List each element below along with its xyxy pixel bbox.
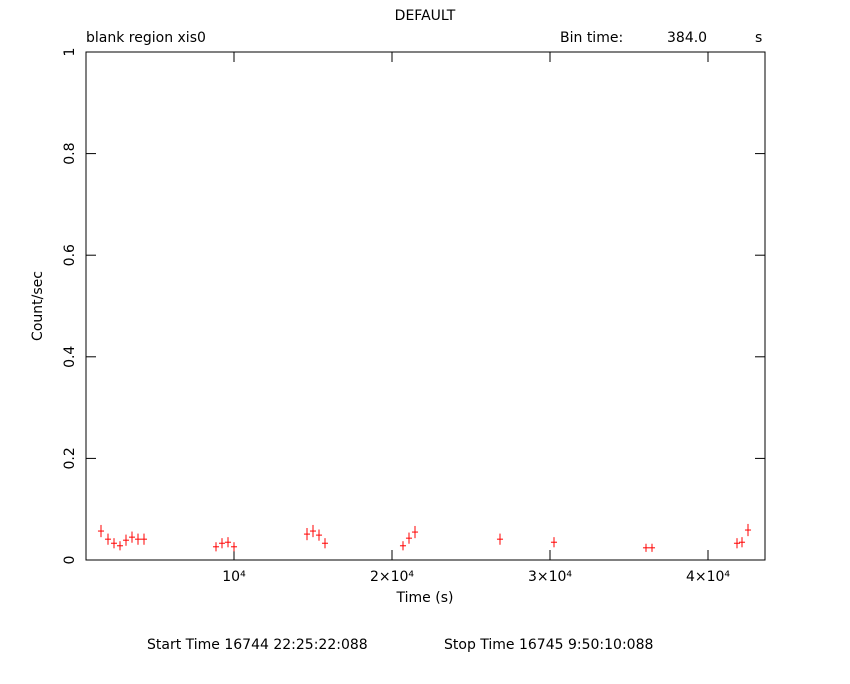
bin-time-unit: s bbox=[755, 30, 762, 46]
stop-time: Stop Time 16745 9:50:10:088 bbox=[444, 637, 653, 653]
y-tick-label: 0.6 bbox=[62, 244, 78, 266]
x-tick-label: 4×10⁴ bbox=[686, 569, 730, 585]
x-tick-label: 10⁴ bbox=[222, 569, 246, 585]
x-axis-label: Time (s) bbox=[396, 590, 454, 606]
start-time: Start Time 16744 22:25:22:088 bbox=[147, 637, 368, 653]
chart-title: DEFAULT bbox=[395, 8, 456, 24]
y-tick-label: 0.4 bbox=[62, 346, 78, 368]
y-tick-label: 0.8 bbox=[62, 142, 78, 164]
y-tick-label: 1 bbox=[62, 48, 78, 57]
subtitle: blank region xis0 bbox=[86, 30, 206, 46]
bin-time: 384.0 bbox=[667, 30, 707, 46]
x-tick-label: 2×10⁴ bbox=[370, 569, 414, 585]
plot-frame bbox=[85, 51, 766, 561]
y-tick-label: 0 bbox=[62, 556, 78, 565]
y-tick-label: 0.2 bbox=[62, 447, 78, 469]
bin-time-label: Bin time: bbox=[560, 30, 623, 46]
x-tick-label: 3×10⁴ bbox=[528, 569, 572, 585]
y-axis-label: Count/sec bbox=[30, 271, 46, 341]
